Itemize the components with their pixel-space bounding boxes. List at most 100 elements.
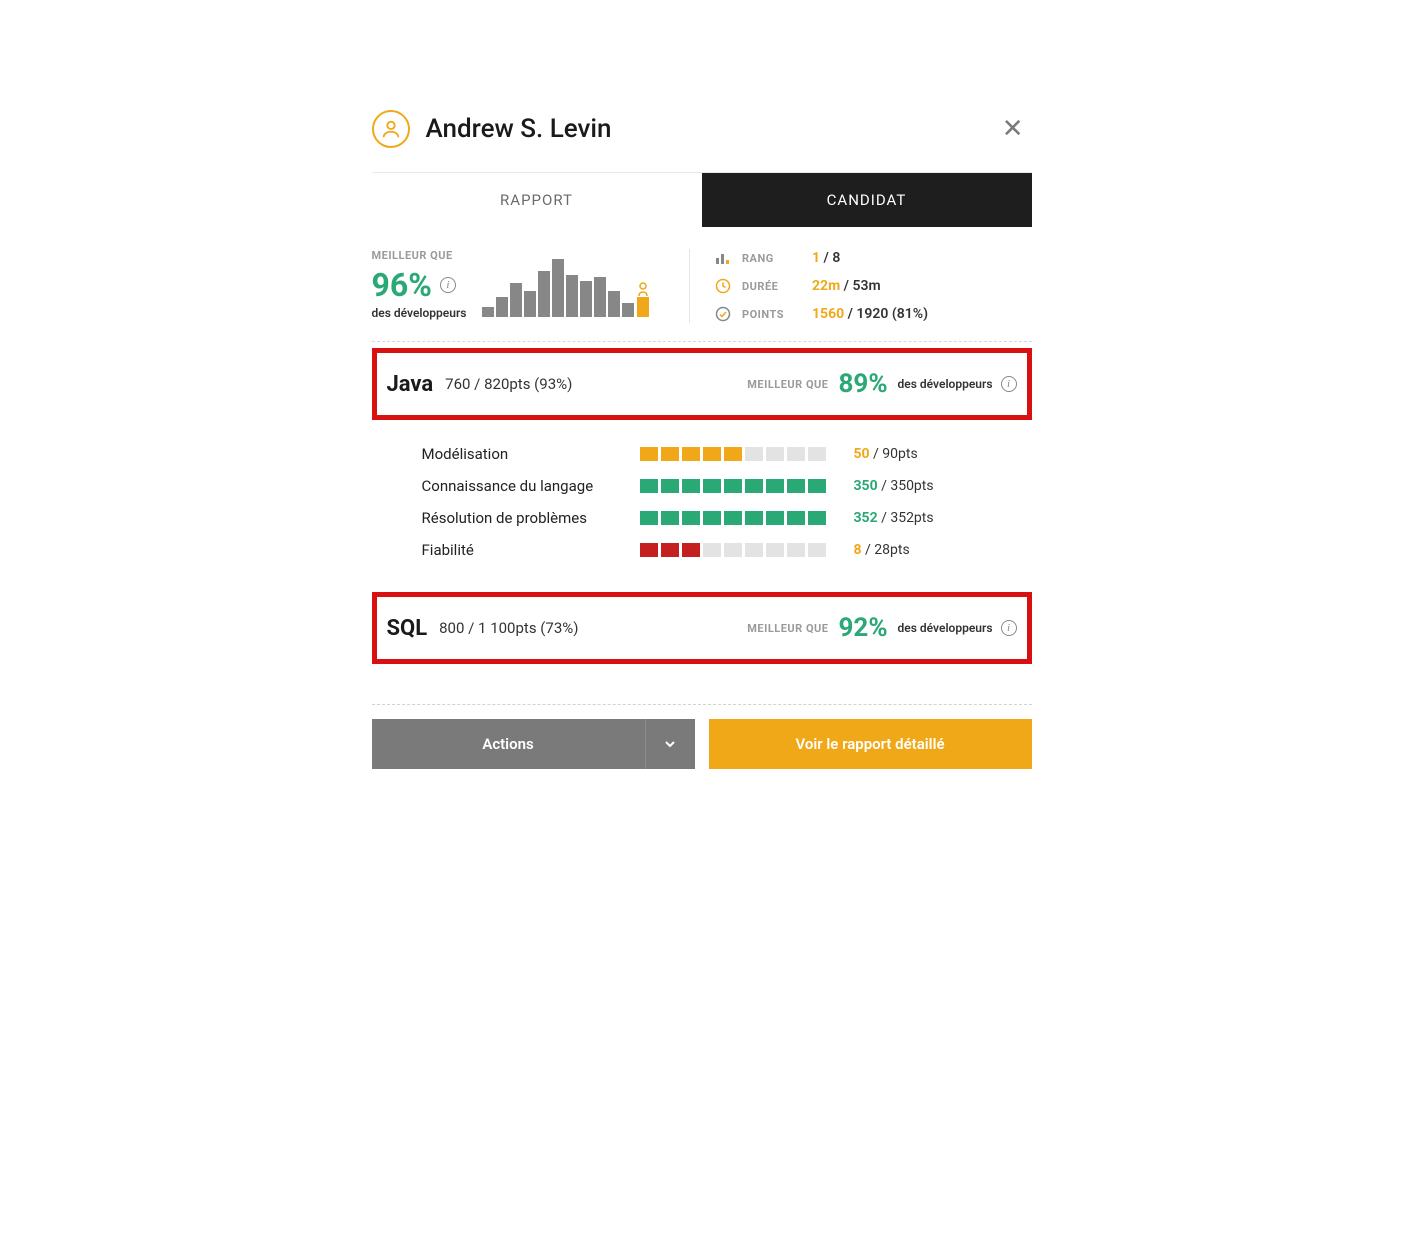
skill-score: 50 / 90pts xyxy=(854,446,918,462)
skill-segment xyxy=(787,543,805,557)
better-than-subtitle: des développeurs xyxy=(372,306,467,320)
skill-row: Modélisation 50 / 90pts xyxy=(422,438,1032,470)
detailed-report-button[interactable]: Voir le rapport détaillé xyxy=(709,719,1032,769)
summary-stats: RANG 1 / 8 DURÉE 22m / 53m xyxy=(689,249,1032,323)
histogram-bar xyxy=(594,277,606,317)
histogram-bar xyxy=(496,297,508,317)
summary-panel: MEILLEUR QUE 96% i des développeurs xyxy=(372,227,1032,342)
skill-segment xyxy=(745,543,763,557)
section-name: SQL xyxy=(387,616,428,641)
skill-segment xyxy=(808,447,826,461)
skill-segment xyxy=(745,479,763,493)
skill-segment xyxy=(766,511,784,525)
distribution-histogram xyxy=(482,255,650,317)
stat-value: 1 xyxy=(812,250,820,266)
skill-segment xyxy=(703,447,721,461)
candidate-name: Andrew S. Levin xyxy=(426,114,994,144)
skill-segment xyxy=(661,543,679,557)
skill-segment xyxy=(724,543,742,557)
skill-segment xyxy=(808,543,826,557)
skill-segment xyxy=(787,447,805,461)
tab-candidate[interactable]: CANDIDAT xyxy=(702,173,1032,227)
skill-name: Modélisation xyxy=(422,445,640,463)
histogram-marker xyxy=(636,282,650,317)
skill-segment xyxy=(808,511,826,525)
chevron-down-icon[interactable] xyxy=(645,719,695,769)
better-than-percent: 96% xyxy=(372,266,432,304)
skill-segment xyxy=(661,511,679,525)
info-icon[interactable]: i xyxy=(440,277,456,293)
stat-total: / 1920 (81%) xyxy=(844,306,928,322)
skill-segment xyxy=(766,543,784,557)
skill-bars xyxy=(640,447,826,461)
skill-row: Connaissance du langage 350 / 350pts xyxy=(422,470,1032,502)
histogram-bar xyxy=(538,271,550,317)
skill-segment xyxy=(661,447,679,461)
stat-label: RANG xyxy=(742,252,802,265)
skill-segment xyxy=(640,511,658,525)
skill-segment xyxy=(787,479,805,493)
language-section: SQL 800 / 1 100pts (73%) MEILLEUR QUE 92% de… xyxy=(372,592,1032,664)
skill-name: Fiabilité xyxy=(422,541,640,559)
stat-value: 1560 xyxy=(812,306,844,322)
language-section: Java760 / 820pts (93%)MEILLEUR QUE89%des… xyxy=(372,348,1032,420)
skill-segment xyxy=(808,479,826,493)
skill-row: Résolution de problèmes 352 / 352pts xyxy=(422,502,1032,534)
skill-name: Connaissance du langage xyxy=(422,477,640,495)
skill-score: 350 / 350pts xyxy=(854,478,934,494)
section-score: 800 / 1 100pts (73%) xyxy=(439,619,578,637)
summary-left: MEILLEUR QUE 96% i des développeurs xyxy=(372,249,690,323)
skill-segment xyxy=(724,511,742,525)
histogram-bar xyxy=(608,291,620,317)
better-than-label: MEILLEUR QUE xyxy=(372,249,467,262)
histogram-bar xyxy=(482,307,494,317)
better-than-subtitle: des développeurs xyxy=(898,621,993,635)
skill-segment xyxy=(703,479,721,493)
actions-button[interactable]: Actions xyxy=(372,719,645,769)
skill-segment xyxy=(640,447,658,461)
section-name: Java xyxy=(387,372,434,397)
histogram-bar xyxy=(524,291,536,317)
skill-segment xyxy=(766,479,784,493)
skill-segment xyxy=(745,447,763,461)
skill-bars xyxy=(640,511,826,525)
skill-segment xyxy=(682,511,700,525)
stat-total: / 8 xyxy=(820,250,840,266)
clock-icon xyxy=(714,277,732,295)
stat-duration: DURÉE 22m / 53m xyxy=(714,277,1032,295)
tab-report[interactable]: RAPPORT xyxy=(372,173,702,227)
skill-bars xyxy=(640,543,826,557)
section-score: 760 / 820pts (93%) xyxy=(445,375,572,393)
skill-row: Fiabilité 8 / 28pts xyxy=(422,534,1032,566)
stat-total: / 53m xyxy=(840,278,880,294)
stat-value: 22m xyxy=(812,278,840,294)
skill-score: 352 / 352pts xyxy=(854,510,934,526)
better-than-label: MEILLEUR QUE xyxy=(747,378,828,391)
info-icon[interactable]: i xyxy=(1001,620,1017,636)
better-than-label: MEILLEUR QUE xyxy=(747,622,828,635)
skill-score: 8 / 28pts xyxy=(854,542,910,558)
histogram-bar xyxy=(622,303,634,317)
skills-list: Modélisation 50 / 90pts Connaissance du la… xyxy=(372,420,1032,586)
skill-segment xyxy=(724,447,742,461)
skill-segment xyxy=(745,511,763,525)
info-icon[interactable]: i xyxy=(1001,376,1017,392)
stat-label: DURÉE xyxy=(742,280,802,293)
histogram-bar xyxy=(510,283,522,317)
better-than-percent: 92% xyxy=(838,613,887,643)
skill-segment xyxy=(640,543,658,557)
skill-segment xyxy=(766,447,784,461)
histogram-bar xyxy=(580,281,592,317)
actions-dropdown: Actions xyxy=(372,719,695,769)
close-icon[interactable]: ✕ xyxy=(994,110,1032,148)
stat-rank: RANG 1 / 8 xyxy=(714,249,1032,267)
skill-segment xyxy=(661,479,679,493)
skill-segment xyxy=(703,543,721,557)
card-header: Andrew S. Levin ✕ xyxy=(372,100,1032,173)
skill-name: Résolution de problèmes xyxy=(422,509,640,527)
skill-segment xyxy=(703,511,721,525)
skill-segment xyxy=(682,447,700,461)
rank-icon xyxy=(714,249,732,267)
stat-label: POINTS xyxy=(742,308,802,321)
skill-segment xyxy=(682,479,700,493)
